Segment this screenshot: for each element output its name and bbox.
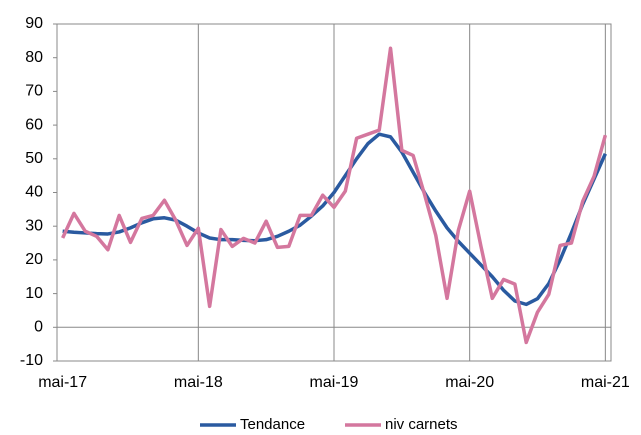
y-tick-label: 60 [25, 116, 43, 133]
y-tick-label: 30 [25, 217, 43, 234]
x-tick-label: mai-19 [310, 374, 359, 391]
y-tick-label: 50 [25, 150, 43, 167]
y-tick-label: 20 [25, 251, 43, 268]
y-tick-label: 90 [25, 15, 43, 32]
x-tick-label: mai-17 [38, 374, 87, 391]
x-tick-label: mai-21 [581, 374, 630, 391]
y-tick-label: 70 [25, 83, 43, 100]
y-tick-label: 40 [25, 184, 43, 201]
legend-label: Tendance [240, 416, 305, 433]
y-tick-label: -10 [20, 352, 43, 369]
y-tick-label: 10 [25, 285, 43, 302]
x-tick-label: mai-20 [445, 374, 494, 391]
y-tick-label: 80 [25, 49, 43, 66]
legend-label: niv carnets [385, 416, 458, 433]
series-line [62, 132, 607, 307]
x-tick-label: mai-18 [174, 374, 223, 391]
y-tick-label: 0 [34, 319, 43, 336]
series-line [61, 46, 608, 345]
